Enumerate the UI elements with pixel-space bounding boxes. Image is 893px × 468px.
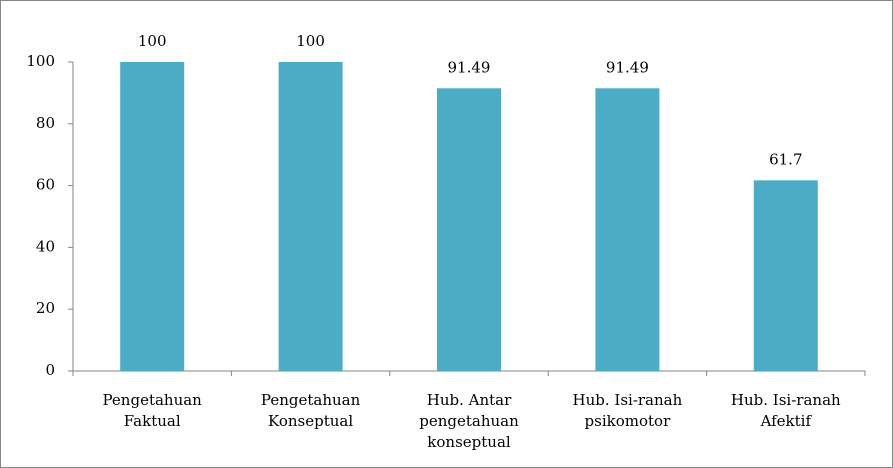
bar bbox=[120, 62, 185, 371]
x-tick-label: Hub. Antar pengetahuan konseptual bbox=[419, 391, 519, 451]
bar bbox=[437, 88, 501, 371]
bar bbox=[595, 88, 660, 371]
value-label: 91.49 bbox=[606, 58, 649, 76]
y-tick-label: 60 bbox=[36, 176, 55, 194]
x-tick-label: Hub. Isi-ranah Afektif bbox=[731, 391, 841, 430]
value-label: 100 bbox=[138, 32, 167, 50]
x-tick-label: Pengetahuan Faktual bbox=[103, 391, 203, 430]
y-tick-label: 100 bbox=[26, 52, 55, 70]
y-tick-label: 0 bbox=[45, 361, 55, 379]
y-tick-label: 20 bbox=[36, 299, 55, 317]
x-tick-label: Hub. Isi-ranah psikomotor bbox=[573, 391, 683, 430]
value-label: 61.7 bbox=[769, 150, 802, 168]
y-tick-label: 80 bbox=[36, 114, 55, 132]
bar bbox=[278, 62, 343, 371]
value-label: 91.49 bbox=[448, 58, 491, 76]
x-tick-label: Pengetahuan Konseptual bbox=[261, 391, 361, 430]
bar bbox=[753, 180, 818, 371]
value-label: 100 bbox=[296, 32, 325, 50]
y-tick-label: 40 bbox=[36, 237, 55, 255]
